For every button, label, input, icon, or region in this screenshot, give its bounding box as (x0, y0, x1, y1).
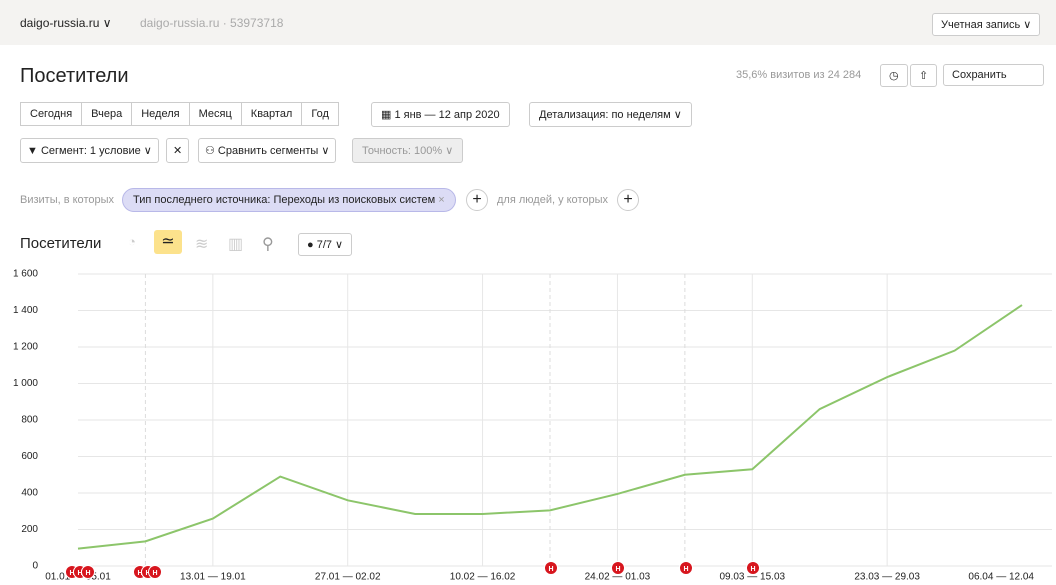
x-tick-label: 27.01 — 02.02 (315, 572, 381, 583)
segment-clear[interactable]: ✕ (166, 138, 190, 163)
y-tick-label: 1 000 (13, 378, 38, 389)
x-tick-label: 06.04 — 12.04 (968, 572, 1034, 583)
y-tick-label: 1 400 (13, 305, 38, 316)
x-tick-label: 23.03 — 29.03 (854, 572, 920, 583)
export[interactable]: ⇧ (910, 64, 938, 87)
top-bar: daigo-russia.ru ∨ daigo-russia.ru · 5397… (0, 0, 1056, 45)
series-count[interactable]: 7/7 (316, 239, 332, 251)
holiday-marker (679, 561, 693, 575)
page-title: Посетители (20, 65, 129, 87)
add-people[interactable]: + (617, 189, 639, 211)
detail[interactable]: Детализация: по неделям ∨ (529, 102, 692, 127)
y-tick-label: 400 (21, 488, 38, 499)
accuracy-label[interactable]: Точность: 100% (362, 145, 443, 157)
account-label[interactable]: Учетная запись (941, 19, 1021, 31)
filter-condition[interactable]: Тип последнего источника: Переходы из по… (133, 194, 436, 206)
period[interactable]: Вчера (81, 102, 133, 126)
chart-type-bar[interactable]: ▥ (228, 236, 244, 253)
holiday-marker-label: Н (145, 570, 150, 577)
period[interactable]: Квартал (240, 102, 303, 126)
holiday-marker-label: Н (137, 570, 142, 577)
periods: Сегодня Вчера Неделя Месяц Квартал Год (20, 102, 339, 126)
period[interactable]: Неделя (131, 102, 190, 126)
filter-people: для людей, у которых (497, 194, 608, 206)
holiday-marker-label: Н (152, 570, 157, 577)
holiday-marker (148, 565, 162, 579)
holiday-marker (544, 561, 558, 575)
y-tick-label: 1 600 (13, 269, 38, 280)
counter: daigo-russia.ru · 53973718 (140, 16, 284, 30)
x-tick-label: 09.03 — 15.03 (719, 572, 785, 583)
y-tick-label: 800 (21, 415, 38, 426)
detail-label[interactable]: Детализация: по неделям (539, 109, 671, 121)
x-tick-label: 13.01 — 19.01 (180, 572, 246, 583)
y-tick-label: 600 (21, 451, 38, 462)
holiday-marker-label: Н (683, 566, 688, 573)
line (77, 304, 1023, 550)
period[interactable]: Месяц (188, 102, 242, 126)
holiday-marker-label: Н (548, 566, 553, 573)
holiday-marker (746, 561, 760, 575)
chart-type-area[interactable]: ≋ (195, 236, 209, 253)
filter-chip[interactable]: Тип последнего источника: Переходы из по… (122, 188, 456, 212)
holiday-marker-label: Н (615, 566, 620, 573)
y-tick-label: 200 (21, 524, 38, 535)
date-range-label[interactable]: 1 янв — 12 апр 2020 (394, 109, 500, 121)
date-range[interactable]: ▦ 1 янв — 12 апр 2020 (371, 102, 510, 127)
history[interactable]: ◷ (880, 64, 908, 87)
period[interactable]: Сегодня (20, 102, 83, 126)
holiday-marker-label: Н (85, 570, 90, 577)
accuracy[interactable]: Точность: 100% ∨ (352, 138, 464, 163)
series-select[interactable]: ● 7/7 ∨ (298, 233, 353, 256)
segment-label[interactable]: Сегмент: 1 условие (40, 145, 141, 157)
chart-type-line[interactable]: ≃ (154, 230, 182, 254)
period[interactable]: Год (301, 102, 339, 126)
holiday-marker (611, 561, 625, 575)
filter-prefix: Визиты, в которых (20, 194, 114, 206)
site[interactable]: daigo-russia.ru (20, 16, 100, 30)
holiday-marker-label: Н (750, 566, 755, 573)
compare[interactable]: ⚇ Сравнить сегменты ∨ (198, 138, 337, 163)
chart-type-pie[interactable]: ◔ (128, 234, 136, 249)
sample: 35,6% визитов из 24 284 (736, 69, 862, 81)
add-filter[interactable]: + (466, 189, 488, 211)
site-select[interactable]: daigo-russia.ru ∨ (20, 16, 112, 30)
holiday-marker-label: Н (77, 570, 82, 577)
x-tick-label: 24.02 — 01.03 (585, 572, 651, 583)
y-tick-label: 0 (32, 561, 38, 572)
chart-type-map[interactable]: ⚲ (262, 236, 274, 253)
x-tick-label: 10.02 — 16.02 (450, 572, 516, 583)
chart-title: Посетители (20, 235, 102, 252)
y-tick-label: 1 200 (13, 342, 38, 353)
holiday-marker (81, 565, 95, 579)
holiday-marker-label: Н (69, 570, 74, 577)
segment[interactable]: ▼ Сегмент: 1 условие ∨ (20, 138, 159, 163)
compare-label[interactable]: Сравнить сегменты (217, 145, 319, 157)
save[interactable]: Сохранить (943, 64, 1044, 86)
account[interactable]: Учетная запись ∨ (932, 13, 1041, 36)
